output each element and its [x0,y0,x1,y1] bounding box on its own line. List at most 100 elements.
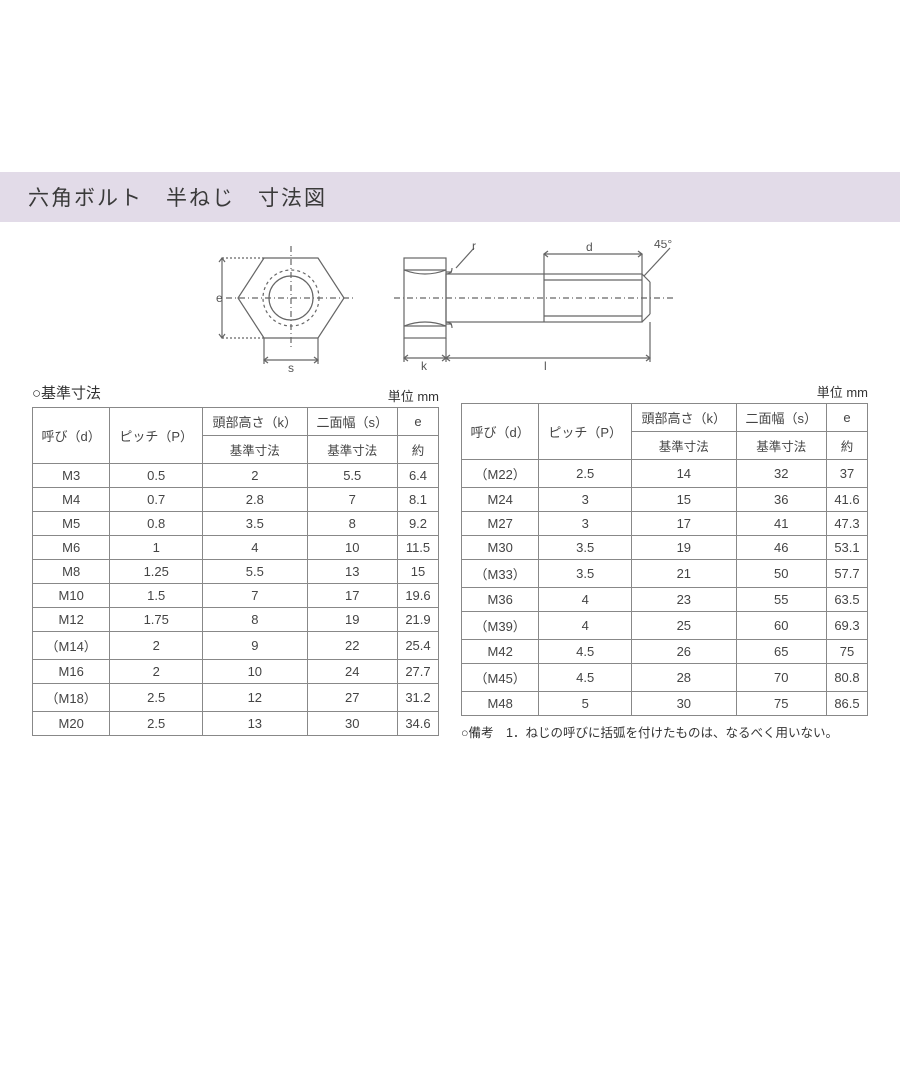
table-cell: （M22） [462,460,539,488]
table-cell: 30 [307,712,397,736]
table-cell: 14 [632,460,736,488]
table-row: M121.7581921.9 [33,608,439,632]
table-cell: 2.8 [203,488,307,512]
table-row: （M22）2.5143237 [462,460,868,488]
table-cell: 8 [203,608,307,632]
col-d: 呼び（d） [462,404,539,460]
table-row: （M33）3.5215057.7 [462,560,868,588]
table-cell: 3.5 [539,560,632,588]
table-cell: 13 [307,560,397,584]
col-k-sub: 基準寸法 [632,432,736,460]
table-left-caption: ○基準寸法 [32,382,101,403]
table-cell: M10 [33,584,110,608]
table-row: （M14）292225.4 [33,632,439,660]
table-cell: 2.5 [539,460,632,488]
table-cell: 21.9 [397,608,438,632]
table-row: M50.83.589.2 [33,512,439,536]
table-row: M303.5194653.1 [462,536,868,560]
col-e-sub: 約 [397,436,438,464]
diagram-label-s: s [288,361,294,372]
table-cell: 22 [307,632,397,660]
diagram-label-k: k [421,359,428,372]
table-cell: M4 [33,488,110,512]
table-cell: （M39） [462,612,539,640]
table-cell: M3 [33,464,110,488]
table-cell: 2 [203,464,307,488]
table-cell: 69.3 [826,612,867,640]
table-cell: 5.5 [203,560,307,584]
table-cell: 12 [203,684,307,712]
table-cell: 57.7 [826,560,867,588]
table-right-unit: 単位 mm [817,382,868,401]
table-cell: 7 [307,488,397,512]
table-row: M162102427.7 [33,660,439,684]
col-p: ピッチ（P） [539,404,632,460]
table-cell: 10 [203,660,307,684]
table-cell: 23 [632,588,736,612]
table-cell: 17 [632,512,736,536]
table-cell: 7 [203,584,307,608]
table-cell: 30 [632,692,736,716]
table-cell: M27 [462,512,539,536]
table-cell: 2.5 [110,684,203,712]
col-k: 頭部高さ（k） [632,404,736,432]
table-cell: 53.1 [826,536,867,560]
table-cell: 17 [307,584,397,608]
col-e: e [397,408,438,436]
table-cell: 25 [632,612,736,640]
table-cell: M16 [33,660,110,684]
table-cell: 41.6 [826,488,867,512]
diagram-label-angle: 45° [654,240,672,251]
table-cell: 3.5 [203,512,307,536]
table-footnote: ○備考 1．ねじの呼びに括弧を付けたものは、なるべく用いない。 [461,722,868,741]
table-row: （M45）4.5287080.8 [462,664,868,692]
table-cell: 3 [539,512,632,536]
col-s: 二面幅（s） [736,404,826,432]
col-k: 頭部高さ（k） [203,408,307,436]
table-cell: M20 [33,712,110,736]
table-cell: M36 [462,588,539,612]
table-cell: 3 [539,488,632,512]
table-row: M101.571719.6 [33,584,439,608]
table-cell: 27 [307,684,397,712]
table-cell: 5 [539,692,632,716]
table-cell: 47.3 [826,512,867,536]
table-row: （M39）4256069.3 [462,612,868,640]
table-cell: （M33） [462,560,539,588]
table-row: M202.5133034.6 [33,712,439,736]
spec-table-right: 単位 mm 呼び（d） ピッチ（P） 頭部高さ（k） 二面幅（s） e 基準寸法… [461,382,868,741]
table-cell: 8.1 [397,488,438,512]
table-cell: 11.5 [397,536,438,560]
table-row: M364235563.5 [462,588,868,612]
table-cell: 80.8 [826,664,867,692]
table-cell: 3.5 [539,536,632,560]
table-cell: M24 [462,488,539,512]
table-cell: （M45） [462,664,539,692]
table-cell: 41 [736,512,826,536]
table-cell: 65 [736,640,826,664]
table-cell: 1.25 [110,560,203,584]
table-cell: M6 [33,536,110,560]
table-cell: 31.2 [397,684,438,712]
table-cell: 19.6 [397,584,438,608]
table-cell: 0.5 [110,464,203,488]
table-cell: 2.5 [110,712,203,736]
table-cell: 46 [736,536,826,560]
table-cell: 10 [307,536,397,560]
table-row: M81.255.51315 [33,560,439,584]
table-cell: 75 [826,640,867,664]
table-cell: 25.4 [397,632,438,660]
table-cell: 37 [826,460,867,488]
table-cell: 15 [632,488,736,512]
table-cell: 1.75 [110,608,203,632]
table-cell: 5.5 [307,464,397,488]
table-cell: 2 [110,632,203,660]
table-cell: 34.6 [397,712,438,736]
diagram-label-e: e [216,291,223,305]
table-row: M485307586.5 [462,692,868,716]
bolt-diagram: e s [0,222,900,382]
table-cell: 19 [632,536,736,560]
diagram-label-l: l [544,359,547,372]
table-cell: M5 [33,512,110,536]
table-cell: 36 [736,488,826,512]
